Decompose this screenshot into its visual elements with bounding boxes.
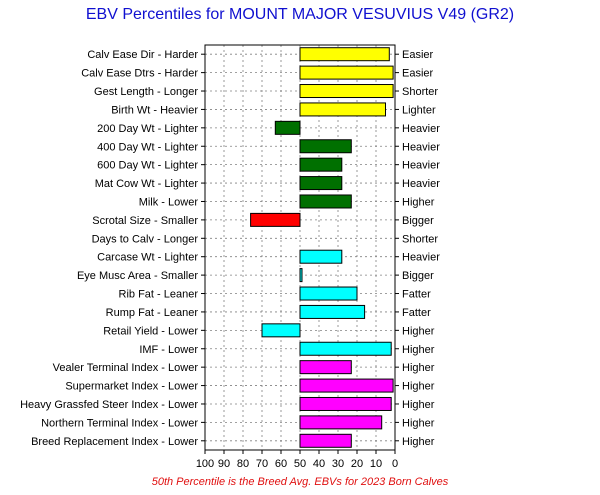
row-label-right: Bigger — [402, 270, 434, 282]
bars — [250, 47, 394, 448]
row-label-right: Higher — [402, 436, 435, 448]
bar — [250, 212, 301, 227]
row-label-left: Vealer Terminal Index - Lower — [53, 362, 199, 374]
row-label-right: Easier — [402, 49, 434, 61]
row-label-left: Eye Musc Area - Smaller — [77, 270, 198, 282]
x-tick-label: 20 — [351, 458, 363, 470]
row-label-left: Breed Replacement Index - Lower — [31, 436, 198, 448]
bar — [299, 304, 366, 319]
row-label-left: Days to Calv - Longer — [92, 233, 199, 245]
row-label-right: Higher — [402, 417, 435, 429]
row-label-left: Retail Yield - Lower — [103, 325, 198, 337]
x-tick-label: 10 — [370, 458, 382, 470]
x-tick-label: 50 — [294, 458, 306, 470]
bar — [299, 378, 394, 393]
row-label-left: Birth Wt - Heavier — [111, 104, 198, 116]
x-tick-label: 80 — [237, 458, 249, 470]
row-label-left: Gest Length - Longer — [94, 86, 198, 98]
row-label-left: Rump Fat - Leaner — [106, 307, 199, 319]
row-label-right: Higher — [402, 196, 435, 208]
row-label-left: 600 Day Wt - Lighter — [97, 160, 198, 172]
x-tick-label: 100 — [196, 458, 214, 470]
bar — [299, 360, 352, 375]
x-tick-label: 40 — [313, 458, 325, 470]
row-label-left: Scrotal Size - Smaller — [92, 215, 198, 227]
row-label-right: Heavier — [402, 178, 440, 190]
row-label-left: Calv Ease Dir - Harder — [87, 49, 198, 61]
bar — [299, 102, 386, 117]
row-label-right: Heavier — [402, 141, 440, 153]
bar — [299, 139, 352, 154]
row-label-right: Shorter — [402, 86, 438, 98]
row-label-right: Fatter — [402, 307, 431, 319]
bar — [299, 268, 303, 283]
bar — [274, 120, 301, 135]
bar — [299, 176, 343, 191]
row-label-left: 200 Day Wt - Lighter — [97, 123, 198, 135]
row-label-right: Higher — [402, 381, 435, 393]
bar — [299, 341, 392, 356]
row-label-left: Northern Terminal Index - Lower — [41, 417, 198, 429]
row-label-right: Higher — [402, 362, 435, 374]
chart-footer: 50th Percentile is the Breed Avg. EBVs f… — [151, 476, 449, 488]
x-tick-label: 70 — [256, 458, 268, 470]
x-axis-ticks: 100 90 80 70 60 50 40 30 20 10 0 — [196, 450, 398, 470]
row-label-right: Higher — [402, 325, 435, 337]
row-label-right: Heavier — [402, 252, 440, 264]
bar — [299, 249, 343, 264]
row-label-left: Mat Cow Wt - Lighter — [95, 178, 199, 190]
row-label-left: Heavy Grassfed Steer Index - Lower — [20, 399, 198, 411]
row-label-left: IMF - Lower — [139, 344, 198, 356]
row-label-right: Higher — [402, 344, 435, 356]
bar — [299, 194, 352, 209]
row-label-right: Heavier — [402, 160, 440, 172]
row-label-left: Supermarket Index - Lower — [65, 381, 198, 393]
bar — [299, 415, 383, 430]
bar — [299, 65, 394, 80]
row-label-left: Calv Ease Dtrs - Harder — [81, 68, 198, 80]
row-label-left: Carcase Wt - Lighter — [97, 252, 198, 264]
row-labels: Calv Ease Dir - Harder Easier Calv Ease Dt… — [20, 49, 440, 448]
row-label-left: Milk - Lower — [139, 196, 199, 208]
bar — [261, 323, 301, 338]
row-label-right: Lighter — [402, 104, 436, 116]
x-tick-label: 30 — [332, 458, 344, 470]
row-label-right: Fatter — [402, 289, 431, 301]
row-label-right: Shorter — [402, 233, 438, 245]
bar — [299, 84, 394, 99]
row-label-right: Easier — [402, 68, 434, 80]
bar — [299, 47, 390, 62]
bar — [299, 286, 358, 301]
bar — [299, 157, 343, 172]
row-label-left: 400 Day Wt - Lighter — [97, 141, 198, 153]
row-label-right: Higher — [402, 399, 435, 411]
x-tick-label: 90 — [218, 458, 230, 470]
row-label-left: Rib Fat - Leaner — [119, 289, 199, 301]
x-tick-label: 60 — [275, 458, 287, 470]
x-tick-label: 0 — [392, 458, 398, 470]
row-label-right: Bigger — [402, 215, 434, 227]
row-label-right: Heavier — [402, 123, 440, 135]
bar — [299, 433, 352, 448]
bar — [299, 396, 392, 411]
chart-title: EBV Percentiles for MOUNT MAJOR VESUVIUS… — [85, 6, 515, 23]
